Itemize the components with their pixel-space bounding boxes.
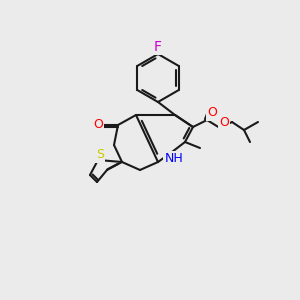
Text: O: O — [207, 106, 217, 119]
Text: F: F — [154, 40, 162, 54]
Text: O: O — [219, 116, 229, 130]
Text: S: S — [96, 148, 104, 161]
Text: O: O — [93, 118, 103, 131]
Text: F: F — [154, 39, 162, 53]
Text: NH: NH — [165, 152, 183, 166]
